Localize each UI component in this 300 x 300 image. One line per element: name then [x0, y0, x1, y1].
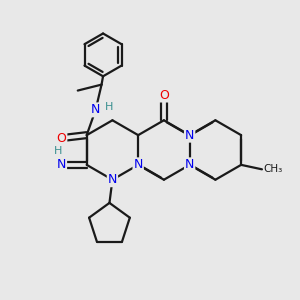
Text: N: N — [185, 129, 194, 142]
Text: O: O — [56, 132, 66, 145]
Text: H: H — [54, 146, 63, 157]
Text: N: N — [185, 158, 194, 171]
Text: N: N — [108, 173, 117, 186]
Text: CH₃: CH₃ — [263, 164, 283, 174]
Text: N: N — [57, 158, 66, 171]
Text: H: H — [105, 102, 113, 112]
Text: N: N — [91, 103, 100, 116]
Text: O: O — [159, 88, 169, 101]
Text: N: N — [134, 158, 143, 171]
